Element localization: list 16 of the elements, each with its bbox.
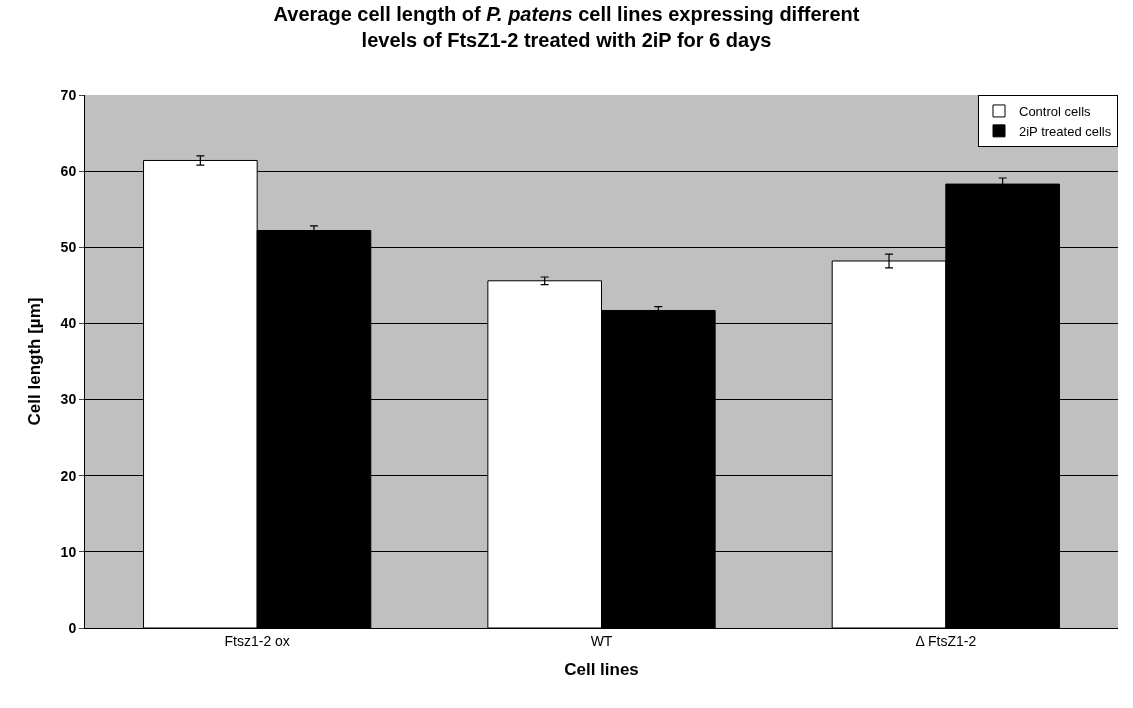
y-tick-label: 20 (60, 467, 77, 484)
y-tick-label: 60 (60, 163, 77, 180)
x-tick-label: Ftsz1-2 ox (224, 632, 290, 649)
chart-title: Average cell length of P. patens cell lines expressing different levels of FtsZ1-2 treated with 2iP for 6 days (273, 3, 860, 52)
x-tick-label: Δ FtsZ1-2 (915, 632, 977, 649)
y-tick-label: 10 (60, 543, 77, 560)
y-tick-label: 50 (60, 239, 77, 256)
y-tick-label: 70 (60, 86, 77, 103)
y-tick-label: 30 (60, 391, 77, 408)
y-axis-title: Cell length [µm] (25, 297, 45, 426)
y-tick-label: 40 (60, 315, 77, 332)
x-tick-label: WT (590, 632, 613, 649)
x-axis-title: Cell lines (564, 660, 639, 680)
legend-label: Control cells (1019, 104, 1092, 120)
y-tick-label: 0 (68, 619, 77, 636)
legend-label: 2iP treated cells (1019, 123, 1112, 139)
